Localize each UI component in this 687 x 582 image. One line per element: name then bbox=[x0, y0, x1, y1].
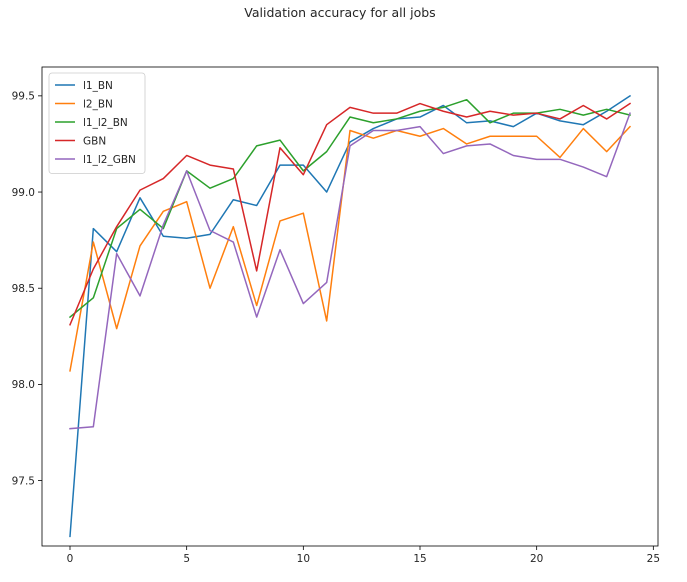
series-lines bbox=[68, 94, 632, 538]
x-tick-label: 25 bbox=[647, 553, 660, 565]
y-tick-label: 99.5 bbox=[12, 91, 35, 103]
x-tick-label: 0 bbox=[67, 553, 74, 565]
legend-label: GBN bbox=[83, 135, 106, 147]
x-tick-label: 10 bbox=[297, 553, 310, 565]
x-tick-label: 20 bbox=[530, 553, 543, 565]
series-line-l1-bn bbox=[69, 94, 632, 538]
legend: l1_BN l2_BN l1_l2_BN GBN l1_l2_GBN bbox=[48, 72, 146, 174]
x-axis: 0 5 10 15 20 25 bbox=[67, 546, 660, 565]
legend-label: l1_l2_BN bbox=[83, 117, 128, 129]
y-tick-label: 99.0 bbox=[12, 187, 35, 199]
legend-box bbox=[48, 72, 146, 174]
legend-label: l1_BN bbox=[83, 80, 113, 92]
y-tick-label: 98.0 bbox=[12, 379, 35, 391]
series-line-gbn bbox=[69, 102, 632, 326]
y-axis: 97.5 98.0 98.5 99.0 99.5 bbox=[12, 91, 42, 487]
series-line-l1-l2-gbn bbox=[69, 112, 631, 430]
y-tick-label: 98.5 bbox=[12, 283, 35, 295]
legend-label: l1_l2_GBN bbox=[83, 154, 136, 166]
series-line-l2-bn bbox=[69, 125, 632, 372]
x-tick-label: 15 bbox=[413, 553, 426, 565]
y-tick-label: 97.5 bbox=[12, 475, 35, 487]
plot-area-frame bbox=[41, 66, 659, 547]
legend-label: l2_BN bbox=[83, 98, 113, 110]
chart-title: Validation accuracy for all jobs bbox=[244, 5, 435, 20]
x-tick-label: 5 bbox=[183, 553, 190, 565]
